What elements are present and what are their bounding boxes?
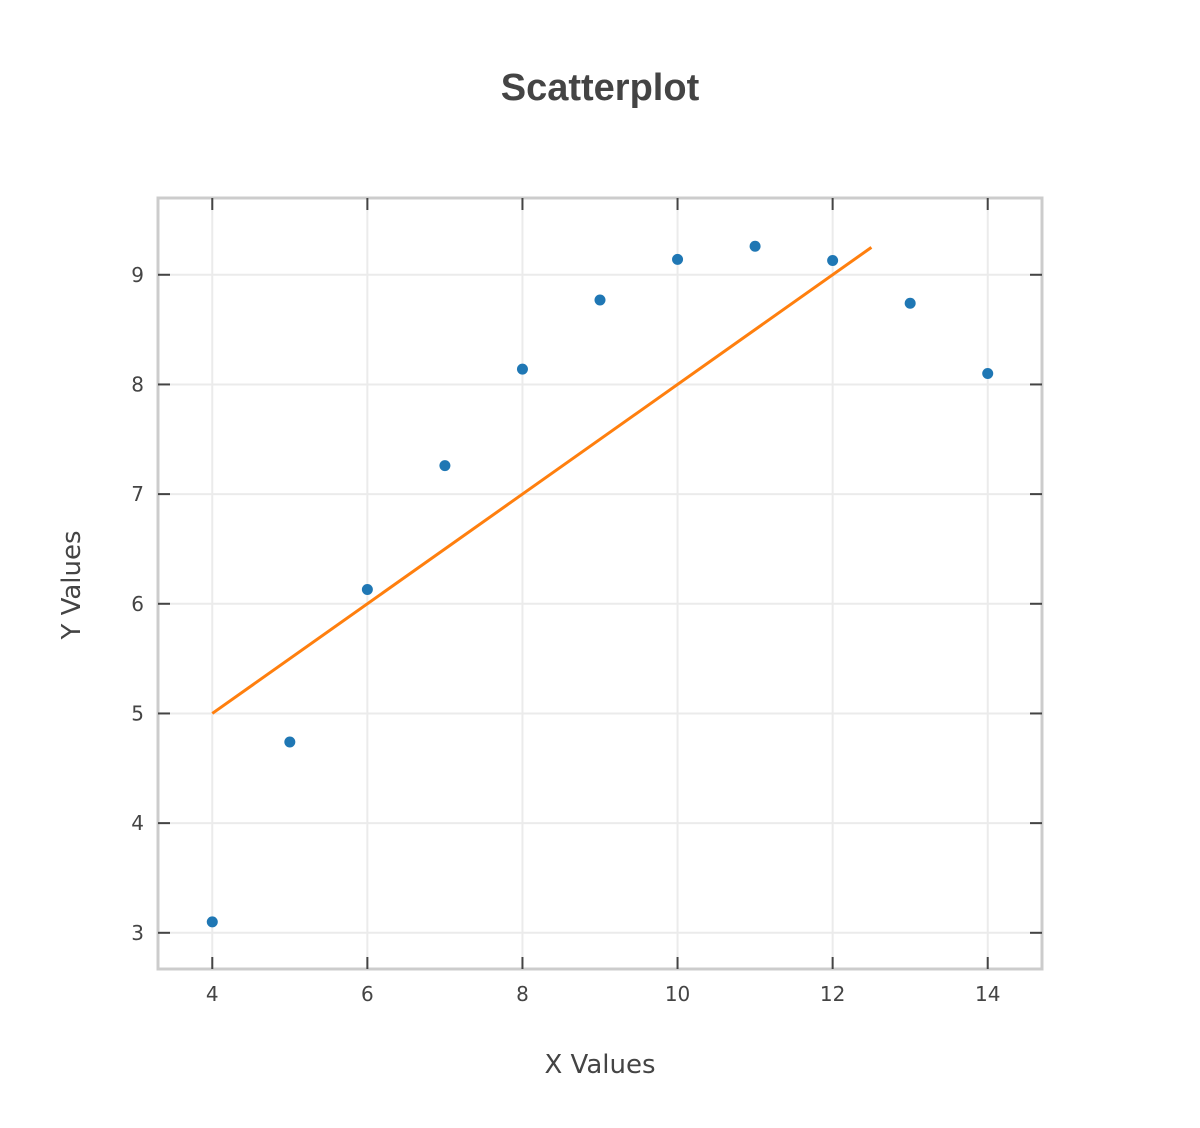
chart-title: Scatterplot: [501, 67, 700, 109]
x-tick-label: 10: [665, 982, 690, 1006]
x-axis-label: X Values: [544, 1050, 655, 1080]
y-tick-label: 4: [131, 811, 144, 835]
data-point: [361, 584, 373, 596]
y-tick-label: 7: [131, 482, 144, 506]
data-point: [206, 916, 218, 928]
y-axis-label: Y Values: [57, 530, 87, 640]
y-tick-label: 8: [131, 372, 144, 396]
x-tick-label: 8: [516, 982, 529, 1006]
data-point: [982, 367, 994, 379]
grid-lines: [158, 198, 1042, 969]
data-point: [516, 363, 528, 375]
x-tick-label: 12: [820, 982, 845, 1006]
y-tick-label: 9: [131, 263, 144, 287]
axis-ticks: [158, 198, 1042, 969]
y-tick-label: 6: [131, 592, 144, 616]
y-tick-label: 3: [131, 921, 144, 945]
fit-line-layer: [211, 246, 873, 715]
x-tick-label: 6: [361, 982, 374, 1006]
data-points: [206, 240, 994, 928]
data-point: [749, 240, 761, 252]
x-tick-label: 4: [206, 982, 219, 1006]
y-tick-label: 5: [131, 701, 144, 725]
x-tick-label: 14: [975, 982, 1000, 1006]
plot-frame: [156, 196, 1044, 971]
data-point: [594, 294, 606, 306]
data-point: [284, 736, 296, 748]
data-point: [672, 253, 684, 265]
data-point: [904, 297, 916, 309]
data-point: [827, 255, 839, 267]
fit-line: [211, 246, 873, 715]
data-point: [439, 460, 451, 472]
